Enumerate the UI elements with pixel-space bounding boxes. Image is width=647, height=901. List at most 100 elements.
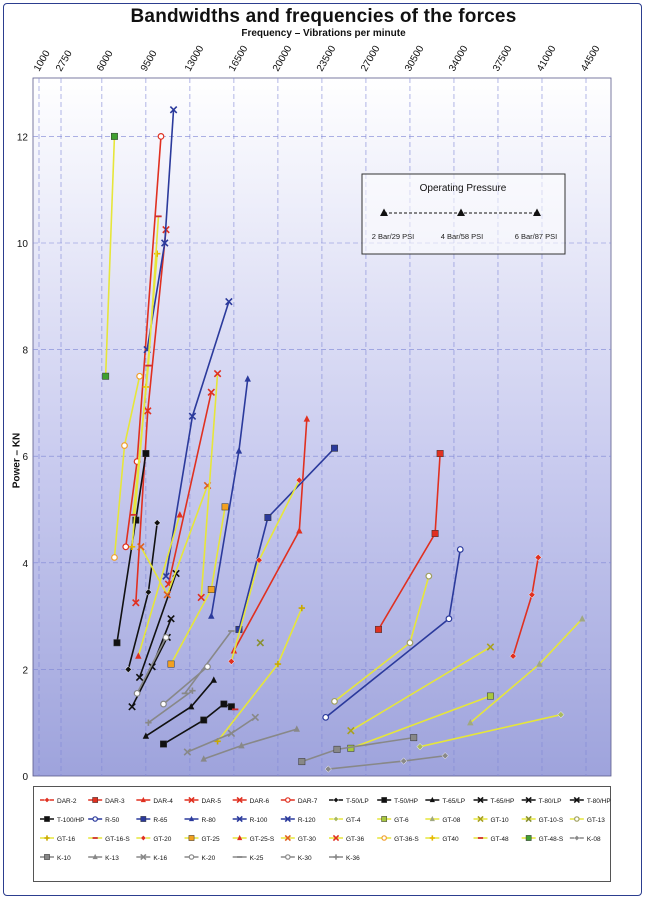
data-point [213,369,222,378]
series-k-10 [298,734,418,766]
data-point [188,854,195,860]
data-point [189,687,196,694]
series-r-120 [143,105,178,354]
series-r-80 [208,375,251,619]
legend-item: DAR-6 [232,796,270,805]
series-t-65-lp [142,676,217,739]
data-point [227,729,236,738]
legend-item: K-25 [232,855,264,862]
y-tick-label: 2 [22,665,28,676]
data-point [298,604,306,612]
legend-label: T-65/HP [491,798,515,805]
legend-item: GT-48 [473,836,509,843]
legend-item: DAR-5 [184,796,221,805]
legend-item: K-36 [329,854,360,862]
series-t-50-hp [113,450,150,647]
data-point [331,444,338,452]
series-line [419,713,562,748]
series-dar-4 [230,415,311,654]
data-point [121,442,128,449]
legend-item: R-50 [88,816,120,824]
series-gt-08 [467,615,586,726]
data-point [200,716,208,724]
data-point [135,652,142,659]
legend-item: GT-16-S [88,836,130,843]
data-point [525,835,532,841]
data-point [169,105,178,114]
data-point [429,815,435,822]
data-point [333,854,339,860]
series-line [163,703,232,745]
legend-label: GT-48 [491,836,509,843]
x-tick-label: 6000 [95,48,116,73]
legend-label: R-50 [105,817,119,824]
data-point [456,546,464,553]
data-point [153,519,161,527]
series-line [138,573,177,678]
series-line [162,666,209,705]
data-point [557,711,565,719]
legend-item: K-16 [136,853,167,862]
series-r-100 [162,297,233,580]
data-point [244,375,251,382]
data-point [436,450,444,457]
legend-label: GT-13 [587,817,605,824]
legend-label: GT-4 [346,817,361,824]
data-point [264,514,272,521]
data-point [144,588,152,596]
data-point [160,239,169,247]
legend-label: R-65 [153,817,167,824]
data-point [322,713,330,721]
series-line [200,373,219,598]
data-point [140,853,147,861]
legend-label: R-120 [298,817,316,824]
data-point [227,657,235,665]
data-point [274,660,282,668]
x-axis-title: Frequency – Vibrations per minute [241,28,406,39]
data-point [331,697,338,705]
data-point [534,553,542,562]
series-line [137,514,181,657]
legend-item: T-65/HP [473,796,515,805]
inset-marker-1 [380,208,388,216]
series-lines [102,105,586,773]
y-tick-label: 4 [22,559,28,570]
legend-item: T-100/HP [40,816,84,824]
data-point [162,572,170,580]
y-tick-label: 6 [22,452,28,463]
data-point [303,415,311,422]
legend-label: GT-36-S [394,836,419,843]
series-r-65 [235,444,338,633]
data-point [136,372,143,380]
legend-item: GT-4 [329,816,361,824]
series-dar-2 [509,553,542,660]
legend-label: GT-6 [394,817,409,824]
data-point [429,796,435,803]
data-point [167,614,175,623]
x-tick-label: 1000 [32,48,53,73]
data-point [44,797,50,803]
x-tick-label: 13000 [183,44,207,74]
legend-item: K-08 [569,835,601,843]
legend-label: R-80 [202,817,216,824]
legend-label: T-80/LP [539,798,562,805]
legend-item: T-50/HP [377,797,418,805]
data-point [188,815,195,822]
legend-label: GT40 [442,836,459,843]
data-point [251,713,260,722]
series-gt-48 [130,215,162,516]
series-gt-20 [227,476,303,665]
data-point [122,543,130,551]
data-point [284,815,291,823]
legend-item: GT-10 [473,815,509,824]
data-point [207,388,216,397]
data-point [207,586,215,593]
legend-label: GT-10-S [539,817,564,824]
legend: DAR-2 DAR-3 DAR-4 DAR-5 DAR-6 DAR-7 T-50/LP T-5… [33,786,611,882]
legend-item: GT-20 [136,835,172,843]
data-point [574,816,580,822]
data-point [188,796,195,804]
data-point [111,554,118,561]
legend-item: K-13 [88,853,119,862]
data-point [210,676,217,683]
